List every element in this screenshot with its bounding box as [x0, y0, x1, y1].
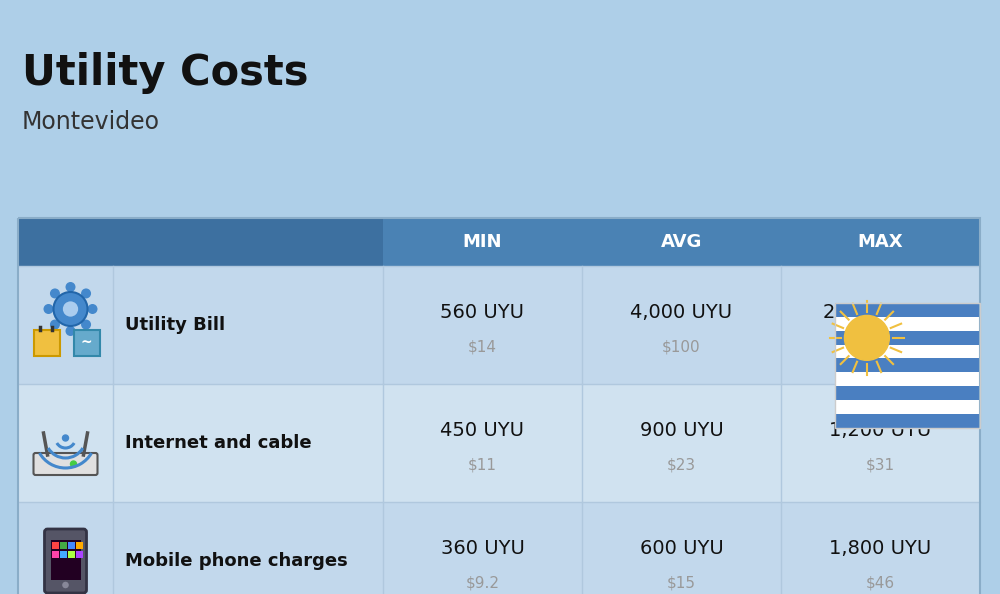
- Text: AVG: AVG: [661, 233, 702, 251]
- Text: $100: $100: [662, 340, 701, 355]
- Circle shape: [844, 315, 889, 361]
- Bar: [835, 372, 980, 386]
- Bar: [18, 218, 980, 594]
- Bar: [835, 414, 980, 428]
- Bar: [68, 551, 74, 558]
- Text: $14: $14: [468, 340, 497, 355]
- Bar: [835, 345, 980, 358]
- Text: Internet and cable: Internet and cable: [125, 434, 312, 452]
- Text: $46: $46: [866, 576, 895, 590]
- Bar: [60, 551, 66, 558]
- Bar: [52, 542, 58, 549]
- Bar: [835, 386, 980, 400]
- Circle shape: [62, 435, 68, 441]
- Text: Mobile phone charges: Mobile phone charges: [125, 552, 348, 570]
- Circle shape: [63, 301, 78, 317]
- Text: 1,200 UYU: 1,200 UYU: [829, 422, 932, 441]
- Circle shape: [54, 292, 88, 326]
- Circle shape: [66, 282, 76, 292]
- Bar: [835, 317, 980, 331]
- Text: Utility Costs: Utility Costs: [22, 52, 308, 94]
- Bar: [50, 540, 80, 580]
- FancyBboxPatch shape: [44, 529, 87, 593]
- Text: $11: $11: [468, 457, 497, 472]
- Circle shape: [81, 289, 91, 298]
- Text: MIN: MIN: [463, 233, 502, 251]
- Bar: [18, 384, 980, 502]
- Bar: [18, 218, 383, 266]
- Bar: [34, 330, 60, 356]
- Bar: [835, 303, 980, 317]
- Text: Montevideo: Montevideo: [22, 110, 160, 134]
- Circle shape: [81, 320, 91, 330]
- Circle shape: [44, 304, 54, 314]
- Bar: [18, 266, 980, 384]
- Circle shape: [62, 581, 70, 589]
- Bar: [835, 303, 980, 428]
- Bar: [68, 542, 74, 549]
- Bar: [835, 400, 980, 414]
- FancyBboxPatch shape: [34, 453, 98, 475]
- Bar: [835, 358, 980, 372]
- Circle shape: [70, 461, 76, 467]
- Text: 900 UYU: 900 UYU: [640, 422, 723, 441]
- Text: $690: $690: [861, 340, 900, 355]
- Text: $15: $15: [667, 576, 696, 590]
- Bar: [74, 330, 100, 356]
- Bar: [835, 331, 980, 345]
- Circle shape: [50, 320, 60, 330]
- Text: Utility Bill: Utility Bill: [125, 316, 225, 334]
- Bar: [52, 551, 58, 558]
- Circle shape: [50, 289, 60, 298]
- Circle shape: [66, 326, 76, 336]
- Text: 1,800 UYU: 1,800 UYU: [829, 539, 932, 558]
- Text: $31: $31: [866, 457, 895, 472]
- Circle shape: [88, 304, 98, 314]
- Text: 450 UYU: 450 UYU: [440, 422, 524, 441]
- Text: $23: $23: [667, 457, 696, 472]
- Bar: [76, 551, 82, 558]
- Text: 4,000 UYU: 4,000 UYU: [630, 304, 733, 323]
- Text: 27,000 UYU: 27,000 UYU: [823, 304, 938, 323]
- Text: ~: ~: [81, 336, 92, 350]
- Text: 600 UYU: 600 UYU: [640, 539, 723, 558]
- Text: 360 UYU: 360 UYU: [441, 539, 524, 558]
- Text: 560 UYU: 560 UYU: [440, 304, 524, 323]
- Text: $9.2: $9.2: [466, 576, 500, 590]
- Bar: [76, 542, 82, 549]
- Bar: [18, 502, 980, 594]
- Bar: [18, 218, 980, 266]
- Text: MAX: MAX: [858, 233, 903, 251]
- Bar: [60, 542, 66, 549]
